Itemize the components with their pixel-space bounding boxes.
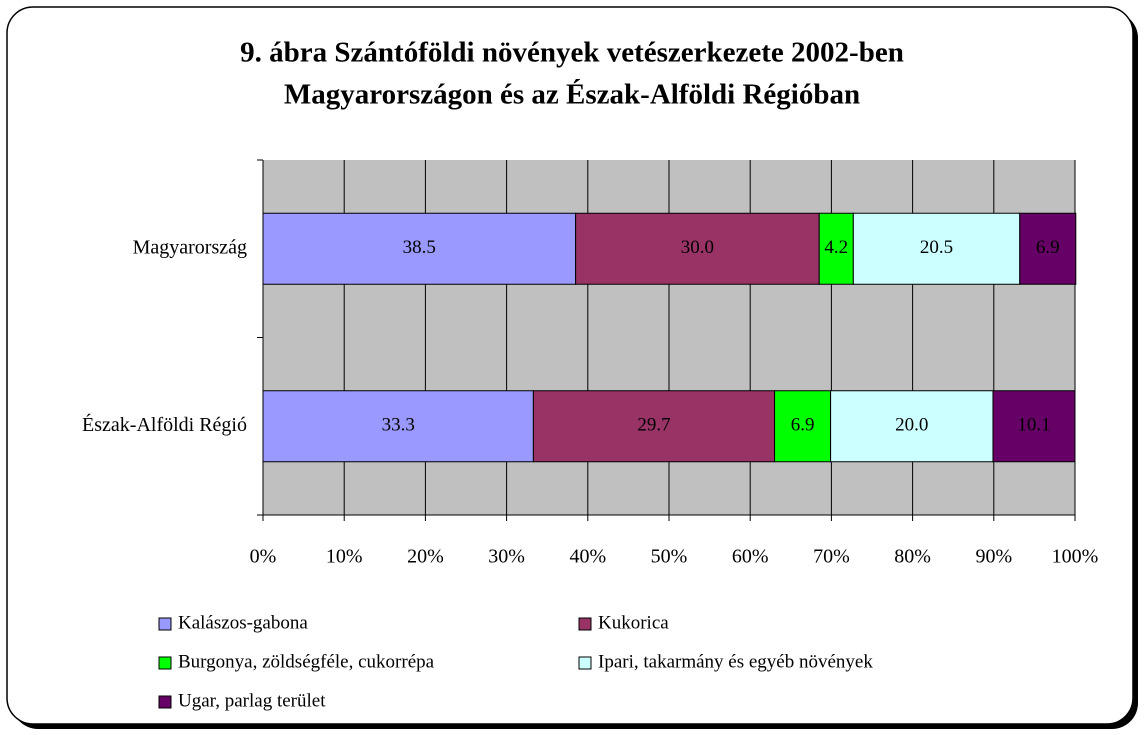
y-tick-label: Magyarország	[133, 236, 247, 258]
bar-segment	[992, 390, 1076, 463]
legend-label: Kalászos-gabona	[178, 612, 308, 633]
value-label: 4.2	[824, 237, 848, 258]
legend-swatch	[158, 656, 172, 670]
value-label: 6.9	[791, 415, 815, 436]
value-label: 33.3	[382, 415, 415, 436]
legend-label: Kukorica	[598, 612, 669, 633]
legend-label: Burgonya, zöldségféle, cukorrépa	[178, 651, 435, 672]
x-tick-label: 60%	[732, 546, 769, 568]
chart-title: 9. ábra Szántóföldi növények vetészerkez…	[240, 37, 904, 69]
x-tick-label: 0%	[250, 546, 277, 568]
x-tick-label: 70%	[813, 546, 850, 568]
bar-segment	[262, 390, 534, 463]
value-label: 29.7	[637, 415, 670, 436]
x-tick-label: 40%	[569, 546, 606, 568]
legend-swatch	[158, 695, 172, 709]
x-tick-label: 100%	[1052, 546, 1099, 568]
bar-segment	[852, 212, 1021, 285]
bar-segment	[774, 390, 832, 463]
x-tick-label: 50%	[651, 546, 688, 568]
legend-swatch	[578, 656, 592, 670]
y-tick-label: Észak-Alföldi Régió	[82, 413, 247, 436]
bar-segment	[575, 212, 820, 285]
legend-label: Ugar, parlag terület	[178, 690, 326, 711]
value-label: 6.9	[1036, 237, 1060, 258]
chart-title: Magyarországon és az Észak-Alföldi Régió…	[284, 78, 860, 111]
x-tick-label: 10%	[326, 546, 363, 568]
legend-swatch	[578, 617, 592, 631]
value-label: 30.0	[681, 237, 714, 258]
x-tick-label: 20%	[407, 546, 444, 568]
value-label: 20.5	[920, 237, 953, 258]
x-tick-label: 80%	[894, 546, 931, 568]
bar-segment	[1019, 212, 1077, 285]
x-tick-label: 30%	[488, 546, 525, 568]
bar-segment	[262, 212, 577, 285]
bar-segment	[830, 390, 994, 463]
legend-swatch	[158, 617, 172, 631]
value-label: 10.1	[1017, 415, 1050, 436]
bar-segment	[532, 390, 776, 463]
value-label: 20.0	[895, 415, 928, 436]
x-tick-label: 90%	[975, 546, 1012, 568]
legend-label: Ipari, takarmány és egyéb növények	[598, 651, 873, 672]
value-label: 38.5	[403, 237, 436, 258]
